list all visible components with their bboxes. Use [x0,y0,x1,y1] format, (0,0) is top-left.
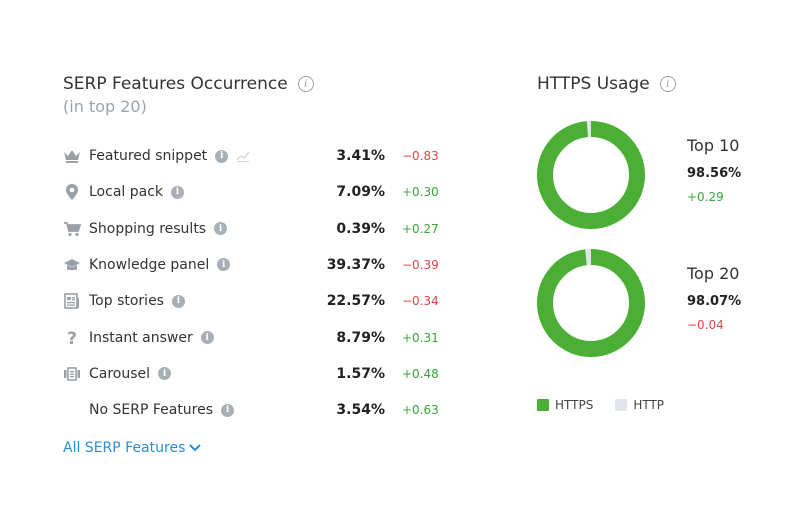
info-icon[interactable]: i [217,258,231,272]
serp-feature-label: Local pack i [89,184,185,201]
https-donut-block: Top 10 98.56% +0.29 [537,120,767,230]
serp-feature-delta: +0.48 [402,366,439,381]
serp-feature-name: Top stories [89,293,164,310]
info-icon[interactable]: i [214,222,228,236]
serp-feature-label: Top stories i [89,293,185,309]
serp-feature-row: No SERP Features i 3.54% +0.63 [63,398,463,422]
https-usage-panel: HTTPS Usage i Top 10 98.56% +0.29 Top 20 98.… [537,72,767,412]
serp-feature-percent: 3.41% [336,148,385,164]
https-donut-chart [537,121,645,229]
https-donut-block: Top 20 98.07% −0.04 [537,248,767,358]
serp-feature-delta: −0.39 [402,257,439,272]
serp-feature-delta: −0.34 [402,294,439,309]
serp-feature-percent: 7.09% [336,184,385,201]
serp-features-title: SERP Features Occurrence i [63,72,463,96]
https-usage-title: HTTPS Usage i [537,72,767,96]
map-pin-icon [63,183,81,201]
serp-feature-label: Instant answer i [89,330,214,346]
serp-feature-delta: +0.30 [402,185,439,200]
https-legend: HTTPS HTTP [537,398,686,412]
info-icon[interactable]: i [158,367,172,381]
chevron-down-icon [189,444,202,452]
serp-feature-row: Featured snippet i 3.41% −0.83 [63,144,463,168]
legend-swatch [615,399,628,411]
donut-label: Top 20 [687,264,740,283]
https-usage-title-text: HTTPS Usage [537,74,650,94]
serp-feature-percent: 3.54% [336,402,385,419]
serp-feature-percent: 39.37% [326,256,385,273]
serp-feature-label: Carousel i [89,365,172,382]
serp-feature-name: Local pack [89,184,164,201]
serp-feature-row: ? Instant answer i 8.79% +0.31 [63,326,463,350]
https-slice [537,249,645,357]
legend-label: HTTPS [555,398,594,412]
serp-feature-name: Knowledge panel [89,256,210,273]
serp-features-title-text: SERP Features Occurrence [63,74,288,94]
serp-feature-name: No SERP Features [89,402,214,419]
question-mark-icon: ? [63,329,81,347]
serp-feature-label: Featured snippet i [89,148,250,164]
serp-feature-label: Knowledge panel i [89,256,231,273]
info-icon[interactable]: i [200,331,214,344]
serp-feature-name: Shopping results [89,220,207,237]
newspaper-icon [63,292,81,310]
serp-feature-name: Carousel [89,365,151,382]
serp-features-panel: SERP Features Occurrence i (in top 20) F… [63,72,463,456]
graduation-cap-icon [63,256,81,274]
crown-icon [63,147,81,165]
serp-feature-delta: −0.83 [402,149,439,163]
shopping-cart-icon [63,220,81,238]
serp-feature-row: Top stories i 22.57% −0.34 [63,289,463,313]
serp-feature-delta: +0.31 [402,330,439,345]
serp-feature-percent: 22.57% [326,293,385,310]
https-donut-chart [537,249,645,357]
serp-feature-percent: 0.39% [336,220,385,237]
legend-item: HTTP [615,398,664,412]
all-serp-features-link[interactable]: All SERP Features [63,440,202,456]
serp-feature-row: Shopping results i 0.39% +0.27 [63,217,463,241]
serp-features-subtitle: (in top 20) [63,97,147,116]
info-icon[interactable]: i [171,185,185,199]
serp-feature-delta: +0.27 [402,221,439,236]
info-icon[interactable]: i [215,149,229,163]
svg-text:?: ? [67,329,77,347]
https-slice [537,121,645,229]
serp-feature-percent: 8.79% [336,329,385,346]
serp-feature-name: Featured snippet [89,148,208,164]
info-icon[interactable]: i [171,294,185,308]
info-icon[interactable]: i [659,76,676,92]
all-serp-features-label: All SERP Features [63,440,186,456]
legend-item: HTTPS [537,398,593,412]
serp-feature-row: Local pack i 7.09% +0.30 [63,180,463,204]
info-icon[interactable]: i [297,76,314,92]
donut-label: Top 10 [687,136,740,155]
donut-value: 98.56% [687,166,742,181]
carousel-icon [63,365,81,383]
serp-feature-row: Carousel i 1.57% +0.48 [63,362,463,386]
donut-value: 98.07% [687,294,742,309]
legend-label: HTTP [633,398,665,412]
serp-feature-name: Instant answer [89,329,193,346]
legend-swatch [537,399,549,411]
donut-delta: +0.29 [687,190,724,204]
serp-feature-label: No SERP Features i [89,402,235,419]
info-icon[interactable]: i [221,403,235,417]
serp-feature-label: Shopping results i [89,220,228,237]
trend-chart-icon[interactable] [236,150,250,162]
serp-feature-row: Knowledge panel i 39.37% −0.39 [63,253,463,277]
donut-delta: −0.04 [687,318,724,332]
serp-feature-percent: 1.57% [336,365,385,382]
serp-feature-delta: +0.63 [402,403,439,418]
blank-icon-slot [63,401,81,419]
